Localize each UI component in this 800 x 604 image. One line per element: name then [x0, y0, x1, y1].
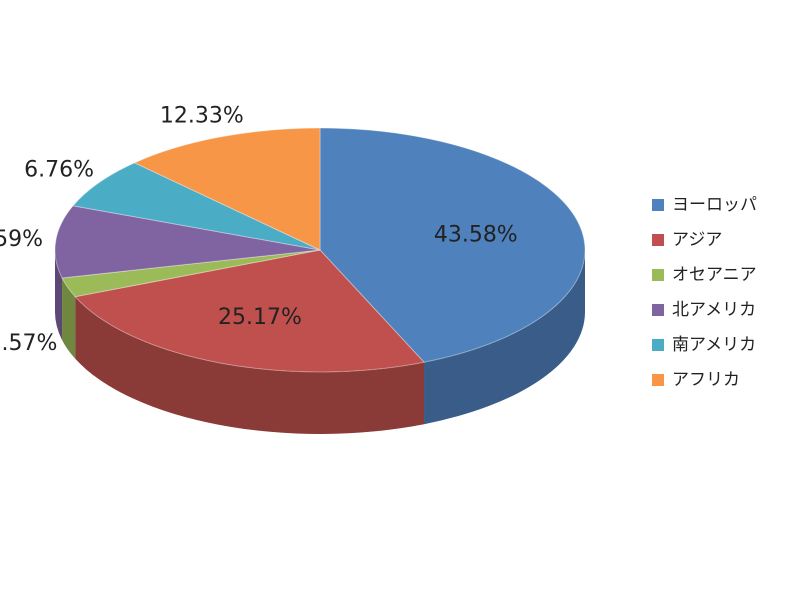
value-label: 43.58% — [434, 222, 518, 247]
slice — [61, 249, 321, 298]
legend-swatch — [652, 269, 664, 281]
value-label: 12.33% — [160, 104, 244, 129]
slice — [133, 127, 321, 251]
slice-side — [55, 250, 63, 340]
legend-swatch — [652, 199, 664, 211]
value-label: 6.76% — [24, 158, 94, 183]
legend-swatch — [652, 374, 664, 386]
slice-side — [75, 296, 425, 434]
legend-swatch — [652, 304, 664, 316]
legend-label: アジア — [672, 230, 722, 250]
slice — [72, 162, 321, 251]
slice-side — [424, 250, 585, 425]
legend-label: ヨーロッパ — [672, 195, 757, 215]
legend-swatch — [652, 234, 664, 246]
legend-swatch — [652, 339, 664, 351]
value-label: 9.59% — [0, 227, 43, 252]
legend-label: 北アメリカ — [672, 300, 756, 320]
legend-label: アフリカ — [672, 370, 740, 390]
slice — [319, 127, 586, 363]
value-label: 25.17% — [218, 305, 302, 330]
slice-side — [62, 277, 76, 359]
legend-label: オセアニア — [672, 265, 757, 285]
legend-label: 南アメリカ — [672, 335, 756, 355]
slice — [54, 205, 321, 279]
value-label: 2.57% — [0, 331, 57, 356]
slice — [74, 249, 425, 373]
